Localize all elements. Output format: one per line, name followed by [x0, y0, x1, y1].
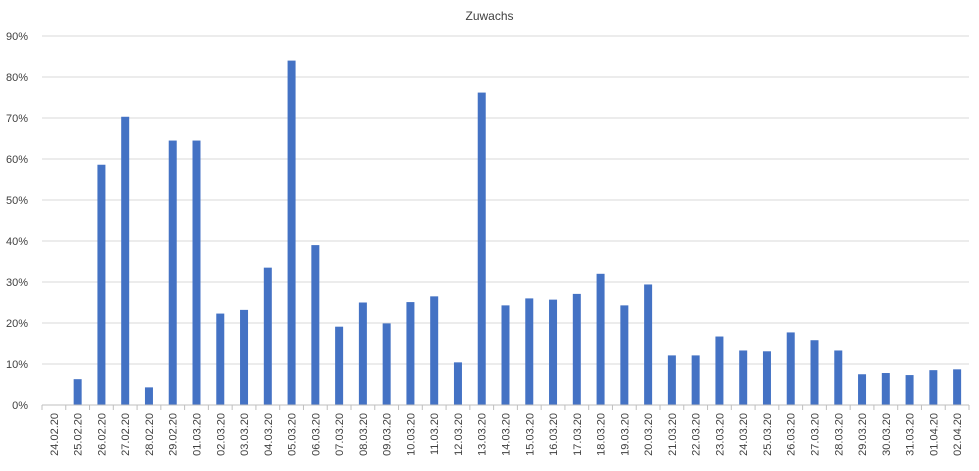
x-tick-label: 31.03.20	[905, 413, 917, 456]
y-tick-label: 80%	[6, 72, 28, 84]
x-tick-label: 03.03.20	[239, 413, 251, 456]
bar	[240, 309, 249, 405]
x-tick-label: 29.02.20	[168, 413, 180, 456]
bar	[929, 370, 938, 405]
y-tick-label: 60%	[6, 154, 28, 166]
y-axis-tick-labels: 0% 10% 20% 30% 40% 50% 60% 70% 80% 90%	[6, 31, 28, 412]
bar	[168, 140, 177, 406]
bar	[905, 375, 914, 405]
x-tick-label: 01.04.20	[928, 413, 940, 456]
bar	[644, 284, 653, 405]
bars	[73, 60, 962, 406]
y-tick-label: 40%	[6, 236, 28, 248]
x-tick-label: 17.03.20	[572, 413, 584, 456]
x-tick-label: 27.03.20	[810, 413, 822, 456]
bar	[73, 379, 82, 405]
chart-title: Zuwachs	[465, 9, 513, 23]
bar	[97, 164, 106, 405]
x-tick-label: 07.03.20	[334, 413, 346, 456]
bar	[287, 60, 296, 405]
y-tick-label: 50%	[6, 195, 28, 207]
x-tick-label: 25.03.20	[762, 413, 774, 456]
x-tick-label: 21.03.20	[667, 413, 679, 456]
x-tick-label: 25.02.20	[73, 413, 85, 456]
bar	[358, 302, 367, 405]
bar	[121, 116, 130, 406]
x-tick-label: 02.04.20	[952, 413, 964, 456]
x-tick-label: 11.03.20	[429, 413, 441, 455]
x-tick-label: 27.02.20	[120, 413, 132, 456]
x-tick-label: 05.03.20	[287, 413, 299, 456]
x-tick-label: 10.03.20	[405, 413, 417, 456]
x-tick-label: 26.02.20	[96, 413, 108, 456]
x-tick-label: 18.03.20	[596, 413, 608, 456]
bar	[953, 369, 962, 405]
bar	[453, 362, 462, 405]
bar	[192, 140, 201, 406]
bar	[739, 350, 748, 405]
bar	[335, 326, 344, 405]
x-tick-label: 24.02.20	[49, 413, 61, 456]
x-tick-label: 14.03.20	[501, 413, 513, 456]
bar	[144, 387, 153, 405]
bar	[477, 92, 486, 405]
x-tick-label: 02.03.20	[215, 413, 227, 456]
bar	[501, 305, 510, 405]
x-axis-tick-labels: 24.02.20 25.02.20 26.02.20 27.02.20 28.02.20…	[41, 405, 970, 456]
y-tick-label: 90%	[6, 31, 28, 43]
bar	[216, 313, 225, 405]
y-tick-label: 30%	[6, 277, 28, 289]
y-tick-label: 10%	[6, 359, 28, 371]
y-tick-label: 20%	[6, 318, 28, 330]
bar	[549, 299, 558, 405]
x-tick-label: 12.03.20	[453, 413, 465, 456]
x-tick-label: 06.03.20	[310, 413, 322, 456]
x-tick-label: 19.03.20	[619, 413, 631, 456]
x-tick-label: 29.03.20	[857, 413, 869, 456]
x-tick-label: 28.03.20	[833, 413, 845, 456]
x-tick-label: 16.03.20	[548, 413, 560, 456]
bar	[762, 351, 771, 405]
x-tick-label: 28.02.20	[144, 413, 156, 456]
x-tick-label: 01.03.20	[192, 413, 204, 456]
bar	[406, 302, 415, 405]
x-tick-label: 30.03.20	[881, 413, 893, 456]
bar	[858, 374, 867, 405]
bar	[620, 305, 629, 405]
bar	[263, 267, 272, 405]
bar	[596, 273, 605, 405]
x-tick-label: 24.03.20	[738, 413, 750, 456]
x-tick-label: 15.03.20	[524, 413, 536, 456]
bar	[715, 336, 724, 405]
y-tick-label: 0%	[12, 400, 28, 412]
x-tick-label: 23.03.20	[714, 413, 726, 456]
bar	[881, 373, 890, 405]
y-tick-label: 70%	[6, 113, 28, 125]
bar	[525, 298, 534, 405]
bar	[667, 355, 676, 405]
bar	[382, 323, 391, 405]
x-tick-label: 08.03.20	[358, 413, 370, 456]
bar	[572, 293, 581, 405]
x-tick-label: 13.03.20	[477, 413, 489, 456]
bar	[691, 355, 700, 405]
bar	[311, 245, 320, 405]
x-tick-label: 04.03.20	[263, 413, 275, 456]
x-tick-label: 22.03.20	[691, 413, 703, 456]
bar	[430, 296, 439, 405]
bar	[810, 340, 819, 405]
x-tick-label: 09.03.20	[382, 413, 394, 456]
x-tick-label: 20.03.20	[643, 413, 655, 456]
bar	[834, 350, 843, 405]
bar	[786, 332, 795, 405]
x-tick-label: 26.03.20	[786, 413, 798, 456]
